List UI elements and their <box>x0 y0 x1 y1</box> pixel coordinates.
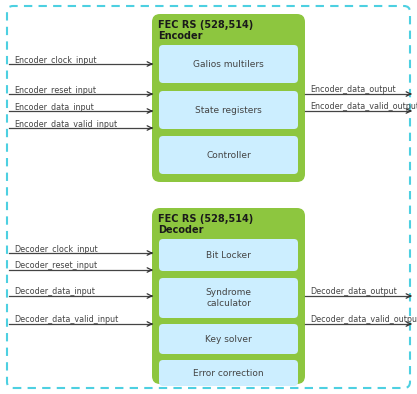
Text: Decoder_data_valid_input: Decoder_data_valid_input <box>14 316 118 325</box>
Text: Decoder_clock_input: Decoder_clock_input <box>14 245 98 253</box>
FancyBboxPatch shape <box>159 324 298 354</box>
Text: State registers: State registers <box>195 106 262 115</box>
Text: Decoder_data_output: Decoder_data_output <box>310 286 397 296</box>
Text: Decoder_data_input: Decoder_data_input <box>14 288 95 297</box>
FancyBboxPatch shape <box>152 208 305 384</box>
Text: Decoder_reset_input: Decoder_reset_input <box>14 262 97 271</box>
Text: Encoder_reset_input: Encoder_reset_input <box>14 85 96 95</box>
Text: Encoder_data_valid_input: Encoder_data_valid_input <box>14 119 117 128</box>
Text: Encoder_clock_input: Encoder_clock_input <box>14 56 96 65</box>
Text: Encoder: Encoder <box>158 31 203 41</box>
Text: Encoder_data_output: Encoder_data_output <box>310 84 396 93</box>
Text: Decoder: Decoder <box>158 225 203 235</box>
FancyBboxPatch shape <box>159 239 298 271</box>
Text: Encoder_data_valid_output: Encoder_data_valid_output <box>310 102 417 110</box>
FancyBboxPatch shape <box>159 91 298 129</box>
Text: Decoder_data_valid_output: Decoder_data_valid_output <box>310 314 417 323</box>
Text: Syndrome
calculator: Syndrome calculator <box>206 288 251 308</box>
FancyBboxPatch shape <box>159 278 298 318</box>
FancyBboxPatch shape <box>159 136 298 174</box>
Text: FEC RS (528,514): FEC RS (528,514) <box>158 214 253 224</box>
FancyBboxPatch shape <box>152 14 305 182</box>
Text: Error correction: Error correction <box>193 368 264 377</box>
Text: FEC RS (528,514): FEC RS (528,514) <box>158 20 253 30</box>
FancyBboxPatch shape <box>159 360 298 386</box>
Text: Controller: Controller <box>206 151 251 160</box>
Text: Galios multilers: Galios multilers <box>193 59 264 69</box>
Text: Encoder_data_input: Encoder_data_input <box>14 102 94 112</box>
Text: Key solver: Key solver <box>205 335 252 344</box>
FancyBboxPatch shape <box>159 45 298 83</box>
Text: Bit Locker: Bit Locker <box>206 251 251 260</box>
